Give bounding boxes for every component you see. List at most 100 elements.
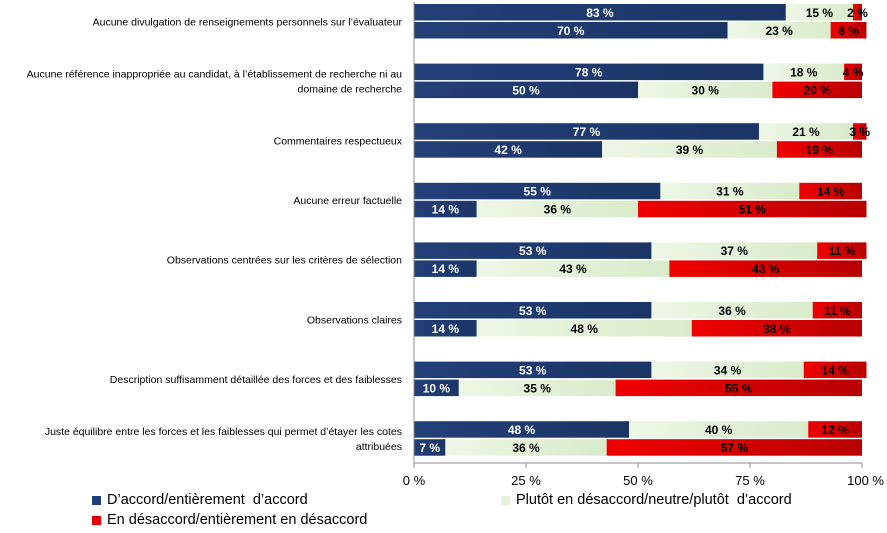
bar-segment bbox=[669, 260, 862, 277]
legend-item-neutral: Plutôt en désaccord/neutre/plutôt d’acco… bbox=[501, 492, 792, 508]
bar-segment bbox=[414, 421, 630, 438]
bar-value-label: 4 % bbox=[843, 65, 864, 79]
bar-segment bbox=[414, 260, 477, 277]
legend-item-disagree: En désaccord/entièrement en désaccord bbox=[92, 512, 367, 528]
bar-value-label: 21 % bbox=[792, 125, 820, 139]
bar-segment bbox=[638, 200, 867, 218]
bar-value-label: 10 % bbox=[423, 381, 451, 395]
category-label: Observations centrées sur les critères d… bbox=[167, 255, 402, 267]
bar-value-label: 57 % bbox=[721, 441, 749, 455]
bar-segment bbox=[830, 22, 867, 39]
bar-segment bbox=[776, 141, 862, 158]
bar-segment bbox=[763, 63, 845, 81]
bar-value-label: 38 % bbox=[763, 322, 791, 336]
bar-segment bbox=[476, 260, 670, 277]
bar-value-label: 40 % bbox=[705, 423, 733, 437]
legend: D’accord/entièrement d’accord Plutôt en … bbox=[0, 486, 887, 533]
bars-group: 83 % 15 % 2 % 70 % 23 % 8 % 78 % 18 % 4 % 50 % 30 … bbox=[414, 4, 870, 456]
bar-segment bbox=[651, 242, 818, 259]
bar-value-label: 7 % bbox=[419, 441, 440, 455]
bar-segment bbox=[660, 182, 800, 200]
bar-segment bbox=[414, 4, 786, 21]
category-labels: Aucune divulgation de renseignements per… bbox=[27, 16, 403, 453]
bar-value-label: 30 % bbox=[692, 83, 720, 97]
bar-segment bbox=[476, 200, 638, 218]
legend-item-agree: D’accord/entièrement d’accord bbox=[92, 492, 308, 508]
bar-value-label: 37 % bbox=[721, 244, 749, 258]
bar-value-label: 50 % bbox=[512, 83, 540, 97]
bar-value-label: 14 % bbox=[432, 322, 460, 336]
bar-segment bbox=[638, 81, 773, 99]
bar-segment bbox=[414, 81, 638, 99]
category-label: domaine de recherche bbox=[298, 83, 403, 95]
bar-segment bbox=[414, 123, 759, 140]
category-label: Description suffisamment détaillée des f… bbox=[110, 374, 402, 386]
bar-segment bbox=[651, 302, 813, 319]
bar-segment bbox=[853, 4, 862, 21]
bar-segment bbox=[414, 182, 661, 200]
bar-segment bbox=[785, 4, 854, 21]
bar-value-label: 53 % bbox=[519, 304, 547, 318]
bar-value-label: 48 % bbox=[508, 423, 536, 437]
bar-segment bbox=[414, 379, 459, 397]
bar-segment bbox=[844, 63, 862, 81]
bar-segment bbox=[414, 242, 652, 259]
bar-value-label: 77 % bbox=[573, 125, 601, 139]
bar-value-label: 78 % bbox=[575, 65, 603, 79]
bar-value-label: 53 % bbox=[519, 244, 547, 258]
bar-value-label: 36 % bbox=[544, 203, 572, 217]
bar-value-label: 8 % bbox=[838, 24, 859, 38]
bar-segment bbox=[414, 200, 477, 218]
bar-segment bbox=[606, 439, 862, 456]
bar-value-label: 2 % bbox=[847, 6, 868, 20]
bar-value-label: 43 % bbox=[752, 262, 780, 276]
bar-segment bbox=[651, 361, 804, 379]
bar-segment bbox=[414, 439, 446, 456]
legend-swatch-agree bbox=[92, 495, 101, 505]
bar-segment bbox=[414, 302, 652, 319]
bar-value-label: 43 % bbox=[559, 262, 587, 276]
bar-segment bbox=[615, 379, 862, 397]
bar-segment bbox=[414, 361, 652, 379]
bar-segment bbox=[817, 242, 867, 259]
bar-segment bbox=[691, 320, 862, 337]
legend-swatch-neutral bbox=[501, 495, 510, 505]
bar-value-label: 36 % bbox=[718, 304, 746, 318]
legend-label-neutral: Plutôt en désaccord/neutre/plutôt d’acco… bbox=[516, 492, 792, 508]
bar-value-label: 3 % bbox=[849, 125, 870, 139]
category-label: Aucune divulgation de renseignements per… bbox=[93, 16, 403, 28]
bar-segment bbox=[727, 22, 831, 39]
bar-segment bbox=[853, 123, 867, 140]
category-label: Commentaires respectueux bbox=[274, 135, 403, 147]
bar-segment bbox=[414, 63, 764, 81]
bar-segment bbox=[758, 123, 854, 140]
bar-value-label: 83 % bbox=[586, 6, 614, 20]
category-label: Juste équilibre entre les forces et les … bbox=[45, 426, 402, 438]
bar-segment bbox=[808, 421, 862, 438]
bar-segment bbox=[476, 320, 692, 337]
bar-segment bbox=[602, 141, 777, 158]
bar-value-label: 15 % bbox=[806, 6, 834, 20]
x-tick-label: 100 % bbox=[847, 473, 884, 488]
legend-label-agree: D’accord/entièrement d’accord bbox=[107, 492, 308, 508]
legend-label-disagree: En désaccord/entièrement en désaccord bbox=[107, 512, 368, 528]
category-label: Aucune référence inappropriée au candida… bbox=[27, 68, 402, 80]
bar-segment bbox=[803, 361, 867, 379]
bar-segment bbox=[772, 81, 862, 99]
bar-value-label: 18 % bbox=[790, 65, 818, 79]
bar-value-label: 12 % bbox=[821, 423, 849, 437]
x-tick-label: 75 % bbox=[735, 473, 765, 488]
bar-value-label: 39 % bbox=[676, 143, 704, 157]
bar-value-label: 20 % bbox=[804, 83, 832, 97]
bar-value-label: 31 % bbox=[716, 185, 744, 199]
x-tick-label: 25 % bbox=[511, 473, 541, 488]
bar-segment bbox=[799, 182, 862, 200]
bar-value-label: 53 % bbox=[519, 363, 547, 377]
bar-value-label: 19 % bbox=[806, 143, 834, 157]
bar-segment bbox=[629, 421, 809, 438]
bar-value-label: 70 % bbox=[557, 24, 585, 38]
category-label: Aucune erreur factuelle bbox=[293, 195, 402, 207]
bar-value-label: 36 % bbox=[512, 441, 540, 455]
bar-segment bbox=[414, 320, 477, 337]
